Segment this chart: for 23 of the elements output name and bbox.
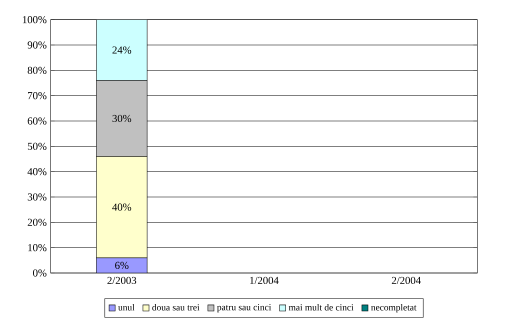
legend-label: unul — [118, 304, 134, 310]
y-tick-label: 100% — [22, 16, 46, 24]
data-label: 6% — [115, 262, 129, 270]
y-tick-label: 10% — [28, 244, 46, 252]
legend-label: doua sau trei — [152, 304, 200, 310]
data-label: 24% — [112, 46, 132, 54]
y-tick-label: 90% — [28, 41, 46, 49]
y-tick-label: 70% — [28, 92, 46, 100]
y-tick-label: 80% — [28, 66, 46, 74]
y-tick-label: 20% — [28, 218, 46, 226]
y-tick-label: 40% — [28, 168, 46, 176]
data-label: 40% — [112, 204, 132, 211]
y-tick-label: 0% — [33, 269, 46, 277]
x-tick-label: 2/2004 — [392, 276, 421, 284]
y-tick-label: 50% — [28, 142, 46, 150]
legend-label: necompletat — [371, 304, 416, 312]
legend-label: patru sau cinci — [217, 304, 272, 312]
legend-label: mai mult de cinci — [288, 304, 354, 310]
y-tick-label: 60% — [28, 117, 46, 125]
x-tick-label: 2/2003 — [107, 276, 136, 284]
data-label: 30% — [112, 114, 132, 122]
y-tick-label: 30% — [28, 193, 46, 201]
x-tick-label: 1/2004 — [250, 276, 279, 284]
